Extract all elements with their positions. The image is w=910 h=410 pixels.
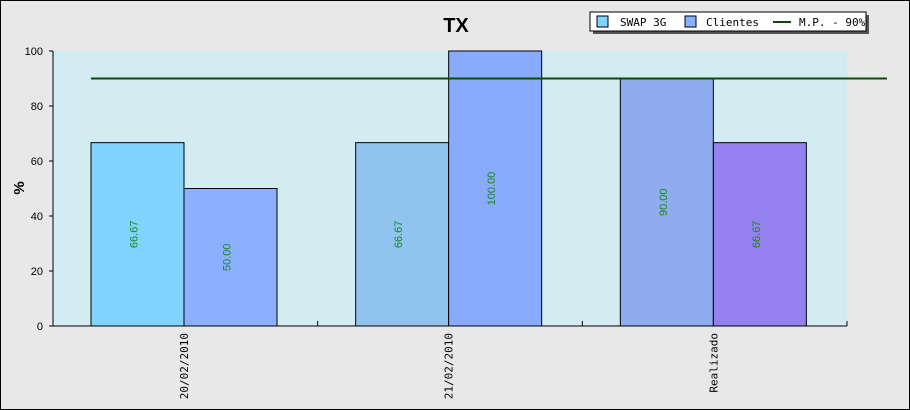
legend-label-mp: M.P. - 90% <box>799 16 866 29</box>
legend-label-clientes: Clientes <box>706 16 759 29</box>
y-axis-label: % <box>11 181 28 194</box>
x-tick-label: 20/02/2010 <box>178 333 191 399</box>
bar-value-label: 100.00 <box>486 172 498 206</box>
legend: SWAP 3G Clientes M.P. - 90% <box>589 11 869 34</box>
legend-swatch-clientes <box>684 15 697 28</box>
y-tick-label: 20 <box>31 266 43 278</box>
x-tick-label: Realizado <box>707 333 720 393</box>
chart-title: TX <box>443 15 469 37</box>
bar-clientes <box>448 50 543 327</box>
legend-box <box>589 11 867 32</box>
legend-swatch-swap-3g <box>596 15 609 28</box>
bar-swap-3g <box>619 78 714 327</box>
bar-clientes <box>712 142 807 327</box>
legend-label-swap-3g: SWAP 3G <box>620 16 666 29</box>
y-tick-label: 0 <box>37 321 43 333</box>
y-tick-label: 60 <box>31 156 43 168</box>
bar-clientes <box>183 188 278 327</box>
y-tick-label: 40 <box>31 211 43 223</box>
bar-value-label: 50.00 <box>222 243 234 271</box>
bar-value-label: 66.67 <box>751 221 763 249</box>
y-tick-label: 80 <box>31 101 43 113</box>
bar-value-label: 90.00 <box>658 188 670 216</box>
x-tick-label: 21/02/2010 <box>443 333 456 399</box>
bar-value-label: 66.67 <box>129 221 141 249</box>
bar-swap-3g <box>90 142 185 327</box>
bar-value-label: 66.67 <box>393 221 405 249</box>
y-tick-label: 100 <box>25 46 43 58</box>
